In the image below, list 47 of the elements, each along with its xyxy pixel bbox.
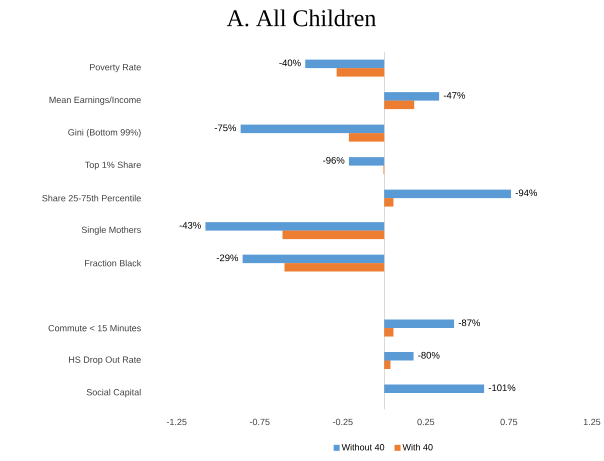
- x-tick-label: 0.25: [417, 418, 434, 426]
- y-tick-label: Commute < 15 Minutes: [48, 324, 141, 332]
- bar: [384, 328, 394, 336]
- y-tick-label: HS Drop Out Rate: [69, 356, 141, 365]
- y-tick-label: Fraction Black: [85, 260, 142, 266]
- annotation: -47%: [444, 92, 466, 99]
- y-tick-label: Share 25-75th Percentile: [42, 194, 141, 202]
- bar: [348, 133, 384, 142]
- y-tick-label: Top 1% Share: [84, 161, 141, 170]
- bar: [384, 190, 512, 198]
- annotation: -29%: [216, 254, 238, 262]
- annotation: -75%: [214, 124, 236, 132]
- x-tick-label: 0.75: [500, 418, 518, 426]
- bar: [384, 100, 414, 110]
- bar: [240, 124, 384, 134]
- x-tick-label: 1.25: [584, 418, 600, 426]
- annotation: -43%: [180, 222, 201, 229]
- bar: [384, 384, 484, 393]
- bar: [205, 222, 384, 230]
- annotation: -94%: [516, 189, 538, 196]
- legend-label: With 40: [402, 444, 433, 450]
- bar: [348, 157, 384, 166]
- legend-label: Without 40: [342, 444, 384, 450]
- x-tick-label: -1.25: [166, 418, 187, 426]
- chart-title: A. All Children: [226, 9, 376, 26]
- y-tick-label: Single Mothers: [82, 226, 141, 235]
- y-tick-label: Poverty Rate: [90, 64, 141, 72]
- y-tick-label: Mean Earnings/Income: [50, 96, 141, 105]
- bar: [384, 360, 390, 369]
- y-tick-label: Gini (Bottom 99%): [68, 128, 141, 138]
- bar: [384, 319, 454, 328]
- annotation: -40%: [279, 59, 301, 66]
- bar: [384, 198, 394, 206]
- bar: [282, 230, 384, 239]
- x-tick-label: -0.25: [332, 418, 353, 426]
- bar: [305, 60, 384, 68]
- y-tick-label: Social Capital: [86, 388, 141, 398]
- bar: [384, 92, 440, 101]
- annotation: -87%: [458, 319, 480, 326]
- bar: [336, 68, 384, 77]
- bar: [384, 352, 414, 360]
- annotation: -101%: [488, 384, 516, 392]
- bar: [284, 262, 384, 272]
- bar: [242, 254, 384, 263]
- annotation: -96%: [323, 156, 344, 164]
- annotation: -80%: [418, 352, 440, 359]
- x-tick-label: -0.75: [250, 418, 270, 426]
